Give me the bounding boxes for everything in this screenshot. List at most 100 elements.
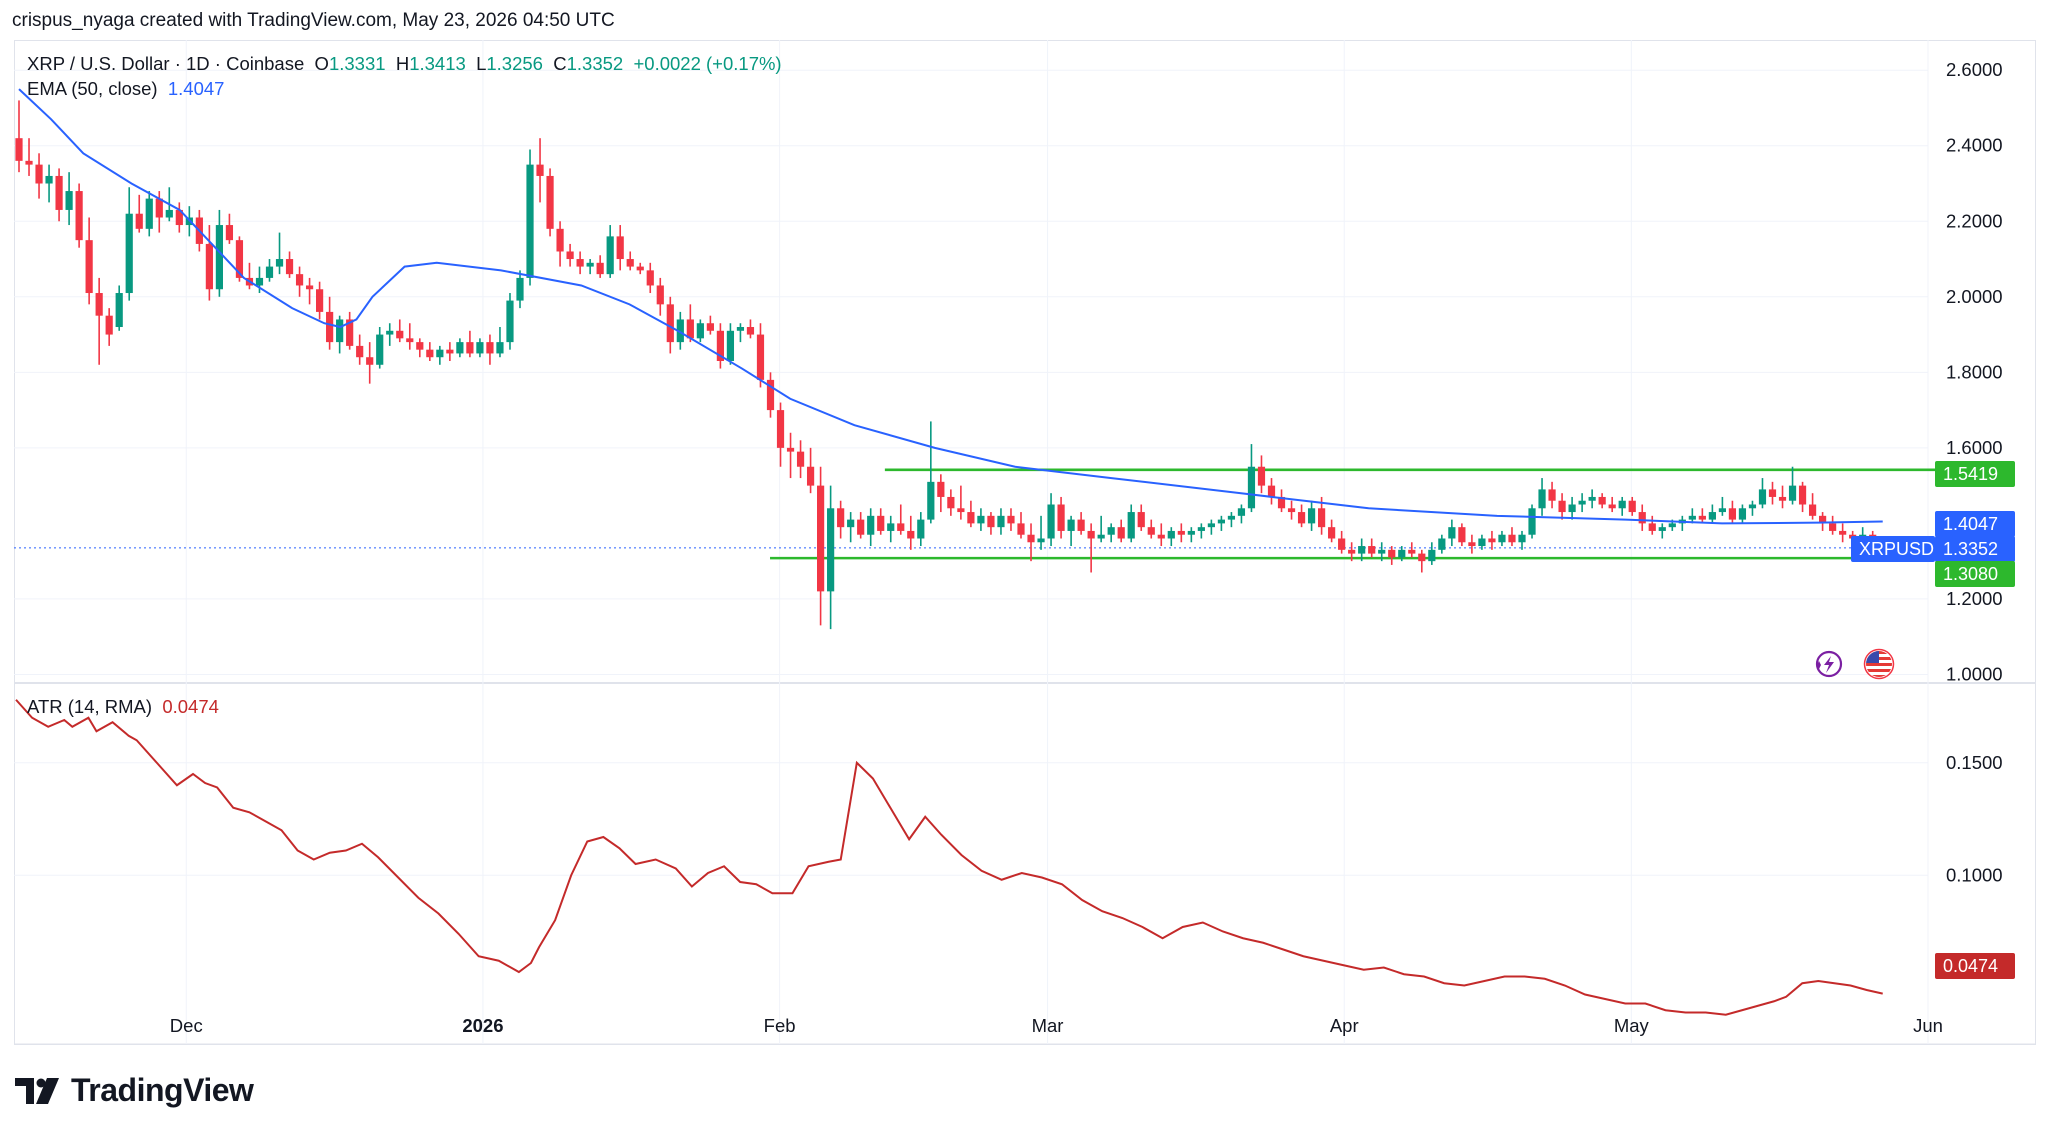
high-value: 1.3413 xyxy=(409,53,466,74)
candle-body xyxy=(546,175,554,229)
candle-body xyxy=(1708,512,1716,520)
candle-body xyxy=(1077,519,1085,531)
candle-body xyxy=(55,175,63,210)
price-tick-label: 2.2000 xyxy=(1946,210,2003,231)
open-label: O xyxy=(314,53,329,74)
tradingview-logo[interactable]: TradingView xyxy=(15,1072,254,1109)
grid-lines xyxy=(14,40,2036,1045)
candle-body xyxy=(666,304,674,343)
atr-line[interactable] xyxy=(15,699,1883,1016)
candle-body xyxy=(1318,508,1326,528)
candle-body xyxy=(1267,485,1276,497)
candle-body xyxy=(927,481,935,520)
candle-body xyxy=(1608,504,1616,509)
candle-body xyxy=(776,410,785,448)
candle-body xyxy=(1388,549,1396,558)
candle-body xyxy=(1307,508,1316,524)
candle-body xyxy=(716,330,724,361)
atr-tick-label: 0.1000 xyxy=(1946,864,2003,885)
candle-body xyxy=(1157,534,1165,539)
time-tick-label: Apr xyxy=(1330,1015,1359,1036)
candle-body xyxy=(1748,504,1757,509)
candle-body xyxy=(746,327,755,335)
candle-body xyxy=(1358,546,1366,554)
candle-body xyxy=(1718,508,1726,513)
candle-body xyxy=(806,466,815,486)
tradingview-logo-icon xyxy=(15,1077,59,1104)
candle-body xyxy=(556,228,564,252)
candle-body xyxy=(326,311,334,343)
candle-body xyxy=(155,198,163,218)
candle-body xyxy=(1428,549,1436,562)
candle-body xyxy=(486,342,494,354)
candle-body xyxy=(1297,512,1306,524)
close-label: C xyxy=(553,53,567,74)
candle-body xyxy=(606,236,614,275)
candle-body xyxy=(1368,546,1376,554)
candle-body xyxy=(165,209,173,218)
candle-body xyxy=(145,198,153,229)
candle-body xyxy=(1768,489,1777,497)
lightning-icon[interactable] xyxy=(1812,648,1844,680)
candle-body xyxy=(636,266,644,271)
candle-body xyxy=(917,519,925,539)
ema-legend[interactable]: EMA (50, close) 1.4047 xyxy=(27,78,224,100)
atr-tick-label: 0.1500 xyxy=(1946,752,2003,773)
candle-body xyxy=(1378,549,1386,554)
candle-body xyxy=(857,519,865,535)
candle-body xyxy=(877,515,885,531)
candle-body xyxy=(416,342,424,350)
ema-value: 1.4047 xyxy=(167,78,225,99)
candle-body xyxy=(1808,504,1817,516)
candle-body xyxy=(1127,512,1135,539)
candle-body xyxy=(105,315,113,335)
candle-body xyxy=(1578,500,1586,505)
candle-body xyxy=(937,481,945,497)
candle-body xyxy=(967,512,975,524)
candle-body xyxy=(85,240,93,294)
candle-body xyxy=(426,349,434,358)
resistance-price-tag: 1.5419 xyxy=(1935,461,2015,487)
horizontal-levels xyxy=(14,468,1938,560)
candle-body xyxy=(1478,538,1486,547)
candle-body xyxy=(796,451,805,467)
candle-body xyxy=(1177,530,1185,535)
candle-body xyxy=(1658,527,1666,531)
last-price-tag: 1.3352 xyxy=(1935,536,2015,562)
candle-body xyxy=(706,323,714,331)
price-tick-label: 1.8000 xyxy=(1946,361,2003,382)
atr-legend[interactable]: ATR (14, RMA) 0.0474 xyxy=(27,696,219,718)
candle-body xyxy=(135,213,143,229)
candle-body xyxy=(1618,500,1626,509)
candle-body xyxy=(997,515,1005,528)
candle-body xyxy=(847,519,855,528)
candle-body xyxy=(95,293,103,316)
ema-price-tag: 1.4047 xyxy=(1935,511,2015,537)
time-tick-label: Mar xyxy=(1032,1015,1064,1036)
candle-body xyxy=(1488,538,1496,543)
candle-body xyxy=(45,175,53,184)
ema-line[interactable] xyxy=(18,88,1883,525)
candle-body xyxy=(496,342,504,354)
candle-body xyxy=(1037,538,1045,543)
candle-body xyxy=(536,164,544,176)
candle-body xyxy=(1738,508,1747,520)
time-tick-label: May xyxy=(1614,1015,1650,1036)
candle-body xyxy=(1548,489,1556,501)
price-tick-label: 1.2000 xyxy=(1946,588,2003,609)
candle-body xyxy=(205,243,213,290)
candle-body xyxy=(346,319,354,346)
candle-body xyxy=(1277,496,1286,509)
candle-body xyxy=(1458,527,1466,543)
candle-body xyxy=(576,259,584,267)
candle-body xyxy=(75,191,83,241)
candle-body xyxy=(1237,508,1246,516)
symbol-price-tag: XRPUSD xyxy=(1851,536,1935,562)
candle-body xyxy=(1217,519,1225,524)
us-flag-icon[interactable] xyxy=(1863,648,1895,680)
candle-body xyxy=(1207,523,1215,528)
time-tick-label: 2026 xyxy=(462,1015,503,1036)
candle-body xyxy=(1819,515,1827,524)
candle-body xyxy=(977,515,985,524)
